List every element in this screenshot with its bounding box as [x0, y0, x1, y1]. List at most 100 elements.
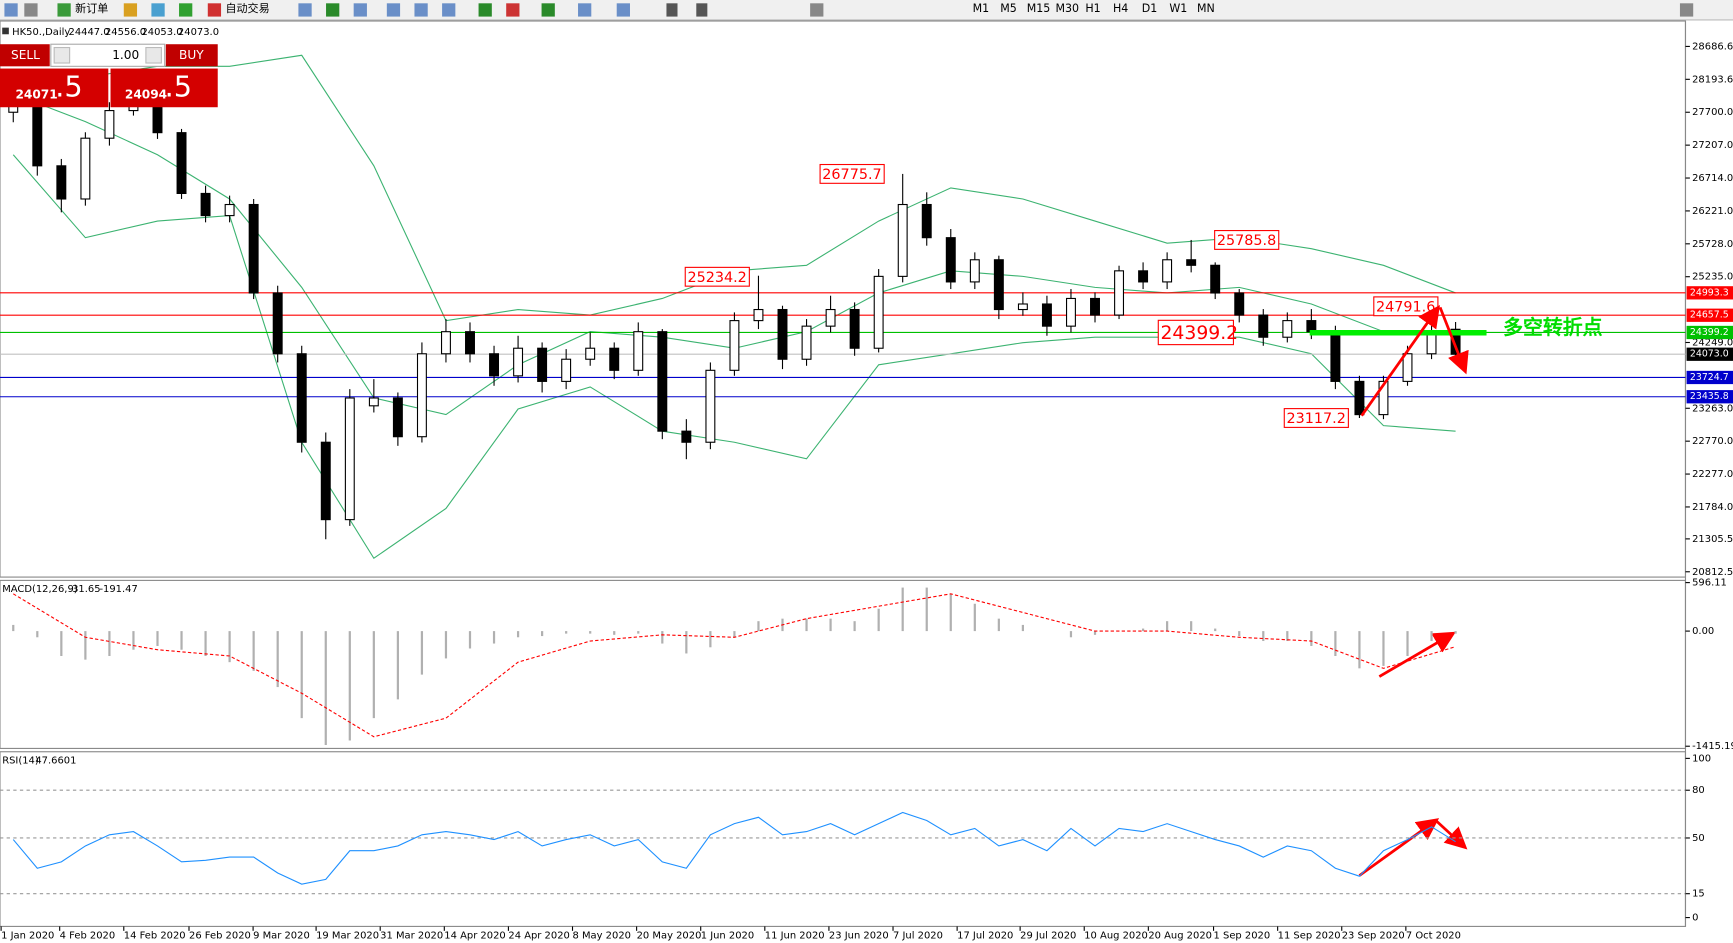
y-tick-label: 23263.0 — [1692, 403, 1733, 414]
candle-body — [753, 308, 764, 322]
candle-body — [897, 203, 908, 277]
lot-down[interactable] — [53, 46, 71, 64]
candle-body — [585, 347, 596, 360]
icon — [4, 3, 18, 17]
sell-label[interactable]: SELL — [11, 48, 40, 62]
candle-body — [320, 441, 331, 521]
lot-up[interactable] — [145, 46, 162, 64]
sell-pips[interactable]: .5 — [55, 69, 82, 103]
icon[interactable] — [326, 3, 340, 17]
close-icon[interactable] — [1679, 3, 1694, 17]
annotation: 24399.2 — [1160, 323, 1238, 344]
icon[interactable] — [578, 3, 592, 17]
candle-body — [272, 292, 283, 355]
icon[interactable] — [506, 3, 520, 17]
price-level-tag — [1686, 325, 1733, 340]
date-label: 7 Jul 2020 — [893, 930, 943, 941]
buy-price[interactable]: 24094 — [125, 88, 167, 102]
timeframe[interactable]: H4 — [1113, 2, 1128, 15]
buy-price-box[interactable] — [110, 68, 218, 108]
icon[interactable] — [666, 3, 678, 17]
symbol: HK50.,Daily — [12, 27, 70, 38]
candle-body — [465, 331, 475, 355]
macd-title: MACD(12,26,9) — [2, 584, 78, 595]
timeframe[interactable]: MN — [1197, 2, 1215, 15]
timeframe[interactable]: M15 — [1027, 2, 1051, 15]
date-label: 8 May 2020 — [573, 930, 631, 941]
icon[interactable] — [151, 3, 165, 17]
y-tick-label: 21784.0 — [1692, 502, 1733, 513]
sell-price[interactable]: 24071 — [15, 88, 57, 102]
annotation-box — [1214, 230, 1280, 250]
new-order[interactable]: 新订单 — [75, 1, 108, 15]
timeframe[interactable]: W1 — [1169, 2, 1187, 15]
candle-body — [1210, 264, 1221, 294]
candle-body — [537, 347, 548, 382]
icon[interactable] — [616, 3, 630, 17]
buy-button[interactable] — [165, 44, 218, 67]
y-tick-label: 25235.0 — [1692, 272, 1733, 283]
sell-price-box[interactable] — [0, 68, 109, 108]
auto-trading[interactable]: 自动交易 — [225, 1, 269, 15]
date-label: 1 Sep 2020 — [1214, 930, 1271, 941]
price-level-label: 23435.8 — [1690, 391, 1729, 402]
timeframe[interactable]: M1 — [973, 2, 990, 15]
arrows — [1358, 305, 1469, 877]
rsi-line — [12, 811, 1456, 885]
date-axis: 1 Jan 2020 4 Feb 2020 14 Feb 2020 26 Feb 20… — [0, 926, 1461, 941]
date-label: 4 Feb 2020 — [60, 930, 116, 941]
candle-body — [1234, 292, 1245, 316]
candle-body — [1378, 380, 1389, 416]
timeframe[interactable]: D1 — [1142, 2, 1158, 15]
timeframe[interactable]: M5 — [1000, 2, 1017, 15]
icon[interactable] — [386, 3, 401, 17]
candle-body — [633, 331, 644, 371]
icon[interactable] — [541, 3, 555, 17]
open: 24447.0 — [69, 27, 110, 38]
candle-body — [440, 331, 451, 355]
candle-body — [777, 308, 788, 360]
candle-body — [1330, 331, 1341, 382]
candle-body — [224, 203, 235, 217]
date-label: 7 Oct 2020 — [1406, 930, 1461, 941]
sell-button[interactable] — [0, 44, 50, 67]
lot-field[interactable] — [50, 43, 166, 67]
buy-pips[interactable]: .5 — [165, 69, 192, 103]
y-tick-label: 26714.0 — [1692, 173, 1733, 184]
y-tick-label: 28686.6 — [1692, 41, 1733, 52]
date-label: 10 Aug 2020 — [1084, 930, 1148, 941]
timeframe[interactable]: H1 — [1085, 2, 1100, 15]
annotation: 24791.6 — [1376, 299, 1435, 315]
new-order-icon[interactable] — [57, 3, 71, 17]
icon[interactable] — [353, 3, 367, 17]
auto-trading-icon[interactable] — [207, 3, 222, 17]
y-tick-label: 50 — [1692, 833, 1705, 844]
y-tick-label: 80 — [1692, 785, 1705, 796]
icon[interactable] — [414, 3, 428, 17]
price-level-label: 24399.2 — [1690, 327, 1729, 338]
icon[interactable] — [123, 3, 138, 17]
candle-body — [1258, 314, 1269, 338]
buy-label[interactable]: BUY — [179, 48, 204, 62]
icon[interactable] — [810, 3, 824, 17]
macd-hist-value: -31.65 — [69, 584, 101, 595]
date-label: 17 Jul 2020 — [957, 930, 1013, 941]
icon[interactable] — [179, 3, 193, 17]
candle-body — [176, 132, 187, 194]
date-label: 1 Jun 2020 — [701, 930, 754, 941]
icon[interactable] — [298, 3, 312, 17]
high: 24556.0 — [105, 27, 146, 38]
price-level-label: 24993.3 — [1690, 287, 1729, 298]
date-label: 29 Jul 2020 — [1020, 930, 1076, 941]
annotation-box — [684, 266, 750, 287]
lot-value[interactable]: 1.00 — [112, 48, 139, 62]
icon[interactable] — [442, 3, 456, 17]
timeframe[interactable]: M30 — [1055, 2, 1079, 15]
candle-body — [344, 397, 355, 521]
candle-body — [945, 237, 956, 283]
date-label: 11 Jun 2020 — [765, 930, 825, 941]
date-label: 9 Mar 2020 — [253, 930, 310, 941]
icon[interactable] — [478, 3, 492, 17]
icon[interactable] — [696, 3, 708, 17]
